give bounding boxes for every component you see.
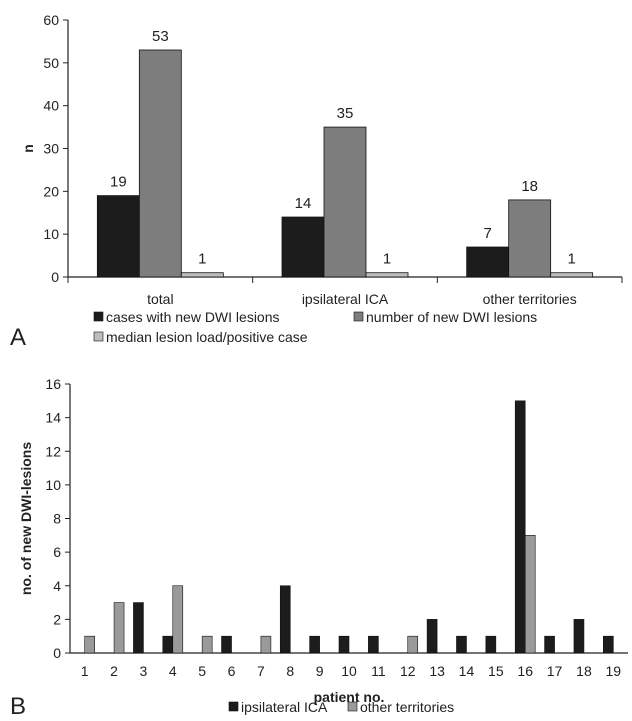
b-x-axis-label: patient no. (314, 689, 385, 705)
b-y-axis-label: no. of new DWI-lesions (18, 442, 34, 595)
b-bar (407, 635, 419, 654)
a-legend-label: cases with new DWI lesions (106, 309, 280, 325)
b-y-tick-label: 6 (53, 544, 61, 560)
b-y-tick-label: 16 (45, 376, 61, 392)
b-bar (162, 635, 174, 654)
b-y-tick-label: 4 (53, 578, 61, 594)
b-bar (514, 400, 526, 654)
a-y-tick-label: 40 (43, 98, 59, 114)
b-category-label: 7 (257, 663, 265, 679)
b-bar (260, 635, 272, 654)
b-category-label: 3 (140, 663, 148, 679)
b-category-label: 5 (198, 663, 206, 679)
b-bar (172, 585, 184, 654)
b-bar (84, 635, 95, 654)
b-bar (201, 635, 213, 654)
b-bar (221, 635, 232, 654)
a-legend-swatch (353, 311, 364, 322)
b-category-label: 10 (341, 663, 357, 679)
a-legend-label: number of new DWI lesions (366, 309, 537, 325)
b-legend-label: other territories (360, 699, 454, 715)
a-data-label: 19 (110, 174, 127, 191)
b-category-label: 12 (400, 663, 416, 679)
b-category-label: 14 (459, 663, 475, 679)
b-bar (524, 535, 536, 654)
a-data-label: 14 (295, 195, 312, 212)
b-legend-swatch (228, 701, 239, 712)
b-bar (133, 602, 144, 654)
b-category-label: 9 (316, 663, 324, 679)
a-bar (550, 272, 594, 278)
b-category-label: 2 (110, 663, 118, 679)
b-legend-label: ipsilateral ICA (241, 699, 328, 715)
a-category-label: total (147, 291, 173, 307)
a-legend-swatch (93, 331, 104, 342)
a-bar (96, 195, 140, 278)
b-bar (338, 635, 350, 654)
a-bar (281, 216, 325, 278)
a-y-tick-label: 20 (43, 183, 59, 199)
b-bar (573, 619, 585, 654)
a-y-axis-label: n (20, 144, 36, 153)
b-category-label: 11 (371, 663, 386, 679)
a-panel-letter: A (10, 324, 26, 351)
a-category-label: ipsilateral ICA (302, 291, 389, 307)
a-bar (138, 49, 182, 278)
panel-a-chart: 0 10 20 30 40 50 60 n 19 53 1 total 14 35 1 ipsilateral… (10, 12, 623, 351)
a-y-tick-label: 60 (43, 12, 59, 28)
b-bar (309, 635, 320, 654)
b-legend-swatch (347, 701, 358, 712)
b-bar (456, 635, 467, 654)
b-y-tick-label: 2 (53, 611, 61, 627)
a-data-label: 1 (198, 251, 206, 268)
b-y-tick-label: 10 (45, 477, 61, 493)
a-data-label: 1 (383, 251, 391, 268)
a-bar (323, 126, 367, 278)
b-category-label: 18 (576, 663, 592, 679)
a-data-label: 18 (521, 178, 538, 195)
a-bar (180, 272, 224, 278)
b-bar (544, 635, 555, 654)
a-bar (466, 246, 510, 278)
b-bar (279, 585, 291, 654)
a-data-label: 1 (567, 251, 575, 268)
b-category-label: 17 (547, 663, 563, 679)
a-legend-label: median lesion load/positive case (106, 329, 308, 345)
b-y-tick-label: 12 (45, 443, 61, 459)
a-data-label: 7 (483, 225, 491, 242)
b-bar (368, 635, 379, 654)
b-category-label: 4 (169, 663, 177, 679)
b-category-label: 8 (286, 663, 294, 679)
b-y-tick-label: 14 (45, 410, 61, 426)
b-bar (113, 602, 125, 654)
b-bar (485, 635, 497, 654)
a-bar (365, 272, 409, 278)
a-y-tick-label: 10 (43, 226, 59, 242)
a-legend-swatch (93, 311, 104, 322)
b-category-label: 13 (429, 663, 445, 679)
b-y-tick-label: 8 (53, 511, 61, 527)
a-bar (508, 199, 552, 278)
b-category-label: 6 (228, 663, 236, 679)
a-data-label: 53 (152, 28, 169, 45)
b-bar (603, 635, 614, 654)
b-category-label: 15 (488, 663, 504, 679)
b-bar (426, 619, 438, 654)
a-y-tick-label: 30 (43, 141, 59, 157)
a-y-tick-label: 50 (43, 55, 59, 71)
a-y-tick-label: 0 (51, 269, 59, 285)
b-y-tick-label: 0 (53, 645, 61, 661)
a-category-label: other territories (483, 291, 577, 307)
b-category-label: 19 (606, 663, 622, 679)
b-category-label: 16 (517, 663, 533, 679)
b-category-label: 1 (81, 663, 89, 679)
a-data-label: 35 (337, 105, 354, 122)
b-panel-letter: B (10, 693, 26, 720)
